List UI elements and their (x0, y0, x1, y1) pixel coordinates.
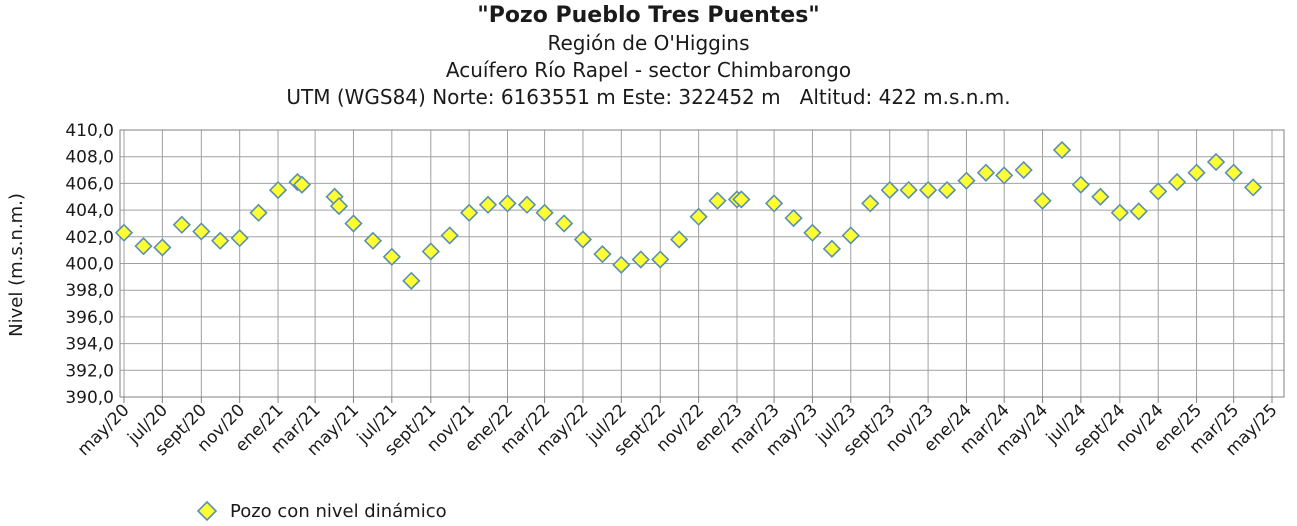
data-point-marker (554, 214, 574, 233)
data-point-marker (292, 175, 312, 194)
y-tick-label: 390,0 (65, 388, 114, 408)
data-point-marker (1033, 191, 1052, 210)
data-point-marker (134, 237, 153, 256)
data-point-marker (535, 203, 554, 222)
data-point-marker (918, 180, 938, 200)
data-point-marker (498, 194, 517, 213)
data-point-marker (1206, 152, 1226, 172)
data-point-marker (1224, 163, 1243, 182)
data-point-marker (363, 231, 383, 250)
data-point-marker (784, 208, 803, 228)
data-point-marker (153, 238, 172, 257)
y-tick-label: 396,0 (65, 308, 114, 328)
data-point-marker (344, 214, 363, 233)
data-point-marker (1129, 202, 1148, 221)
plot-area-border (119, 129, 1285, 398)
data-point-marker (1014, 160, 1033, 180)
y-tick-label: 410,0 (65, 121, 114, 141)
data-point-marker (268, 180, 288, 200)
legend-marker-icon (196, 500, 218, 522)
chart-title: "Pozo Pueblo Tres Puentes" (477, 3, 820, 28)
data-point-marker (1149, 182, 1168, 201)
data-point-marker (1244, 178, 1263, 197)
y-tick-label: 400,0 (65, 255, 114, 275)
grid-lines (120, 129, 1284, 398)
y-tick-label: 398,0 (65, 281, 114, 301)
data-point-marker (1052, 140, 1072, 160)
data-point-marker (841, 226, 860, 245)
chart-subtitle-aquifer: Acuífero Río Rapel - sector Chimbarongo (445, 58, 852, 82)
y-axis-label: Nivel (m.s.n.m.) (6, 193, 27, 337)
axes (119, 129, 1285, 403)
data-point-marker (764, 194, 784, 213)
data-points (114, 140, 1263, 290)
data-point-marker (172, 215, 191, 234)
y-tick-label: 408,0 (65, 148, 114, 168)
chart-subtitle-coordinates: UTM (WGS84) Norte: 6163551 m Este: 32245… (286, 85, 1011, 109)
data-point-marker (460, 203, 479, 222)
y-tick-label: 404,0 (65, 201, 114, 221)
data-point-marker (880, 180, 899, 200)
x-tick-label: may/20 (74, 400, 134, 460)
data-point-marker (478, 195, 498, 214)
data-point-marker (421, 242, 440, 261)
data-point-marker (517, 195, 537, 214)
data-point-marker (670, 230, 689, 249)
data-point-marker (382, 247, 401, 266)
data-point-marker (114, 223, 134, 242)
data-point-marker (822, 239, 842, 258)
data-point-marker (1091, 187, 1110, 206)
data-point-marker (612, 255, 631, 274)
y-axis-ticks: 390,0 392,0 394,0 396,0 398,0 400,0 402,0 404,0… (65, 121, 114, 408)
data-point-marker (937, 180, 957, 200)
data-point-marker (1110, 203, 1129, 222)
data-point-marker (573, 230, 593, 249)
data-point-marker (1167, 172, 1187, 192)
data-point-marker (861, 194, 880, 213)
data-point-marker (230, 229, 249, 248)
data-point-marker (402, 271, 421, 290)
data-point-marker (329, 196, 349, 216)
data-point-marker (689, 207, 708, 226)
y-tick-label: 406,0 (65, 174, 114, 194)
y-tick-label: 394,0 (65, 335, 114, 355)
data-point-marker (899, 180, 918, 200)
data-point-marker (1187, 163, 1206, 182)
y-tick-label: 402,0 (65, 228, 114, 248)
data-point-marker (1071, 175, 1091, 194)
data-point-marker (593, 245, 612, 264)
data-point-marker (192, 222, 211, 241)
data-point-marker (440, 226, 459, 245)
data-point-marker (803, 223, 822, 242)
x-axis-ticks: may/20jul/20sept/20nov/20ene/21mar/21may… (74, 400, 1282, 460)
data-point-marker (732, 190, 751, 209)
data-point-marker (957, 171, 976, 190)
data-point-marker (211, 231, 230, 250)
data-point-marker (249, 203, 268, 222)
data-point-marker (995, 166, 1014, 185)
legend-label: Pozo con nivel dinámico (230, 500, 447, 522)
data-point-marker (651, 250, 670, 269)
chart-titles: "Pozo Pueblo Tres Puentes" Región de O'H… (0, 2, 1297, 111)
data-point-marker (976, 163, 996, 182)
y-tick-label: 392,0 (65, 361, 114, 381)
chart-subtitle-region: Región de O'Higgins (547, 31, 750, 55)
legend: Pozo con nivel dinámico (196, 498, 447, 524)
data-point-marker (631, 250, 650, 269)
data-point-marker (708, 191, 727, 210)
